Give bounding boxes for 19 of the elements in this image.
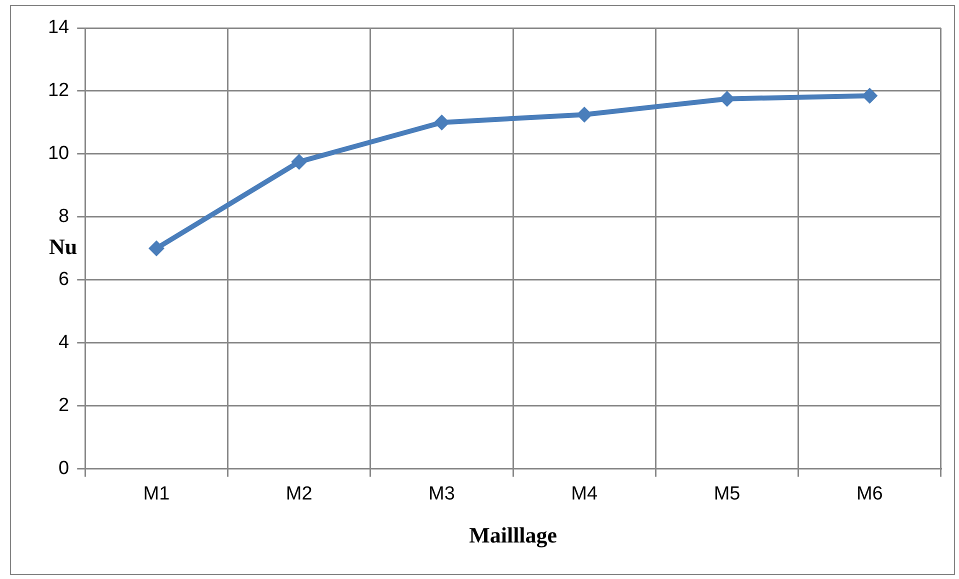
x-tick-label: M1 [143,483,170,504]
y-tick-label: 0 [58,458,70,480]
x-tick-label: M2 [286,483,312,504]
point [434,114,450,130]
y-tick-label: 4 [58,332,70,354]
point [291,154,308,170]
x-axis-title: Mailllage [469,522,558,548]
y-tick-label: 10 [48,143,70,164]
x-tick-label: M6 [856,483,883,504]
y-tick-label: 6 [58,269,70,290]
point [148,240,164,256]
x-tick-label: M5 [714,483,740,504]
y-tick-label: 12 [48,80,70,102]
x-tick-label: M3 [428,483,455,504]
y-tick-label: 2 [58,395,70,416]
x-tick-label: M4 [571,483,598,504]
y-tick-label: 8 [58,206,70,228]
y-tick-label: 14 [48,17,70,38]
y-axis-title: Nu [48,234,78,260]
